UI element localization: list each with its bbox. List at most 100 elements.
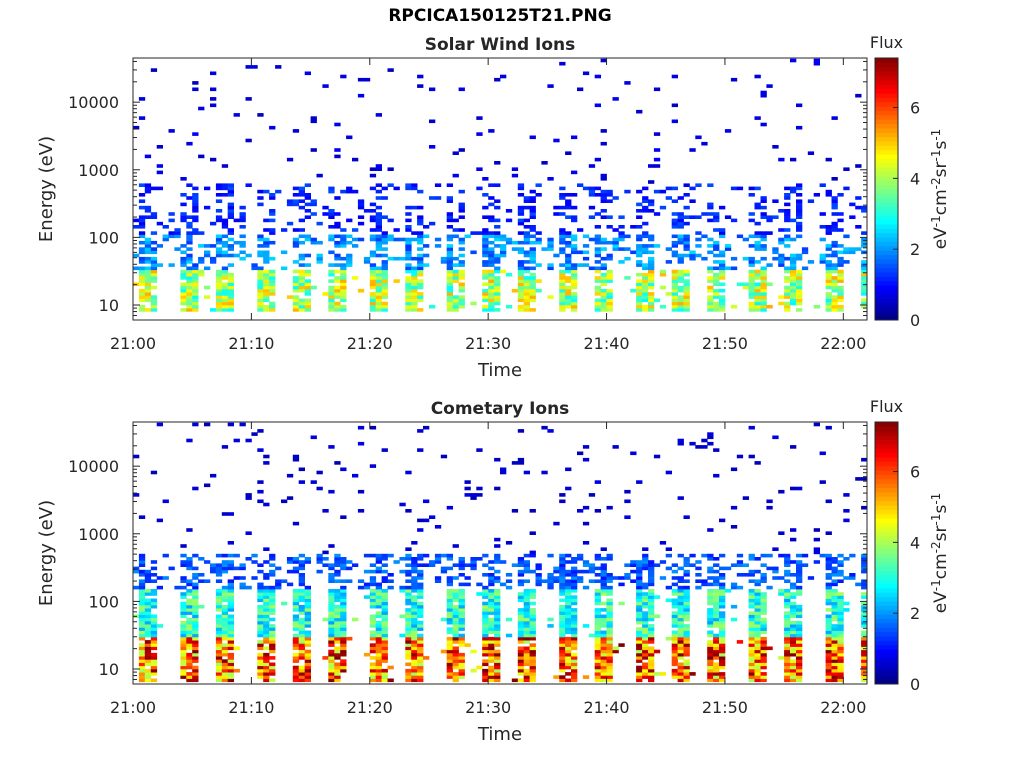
colorbar-segment [875, 306, 898, 312]
heatmap-cell [754, 598, 761, 603]
heatmap-cell [606, 668, 613, 673]
heatmap-cell [861, 662, 868, 667]
heatmap-cell [754, 630, 761, 635]
heatmap-cell [375, 604, 382, 609]
heatmap-cell [790, 266, 797, 271]
heatmap-cell [215, 237, 223, 242]
heatmap-cell [381, 292, 388, 296]
heatmap-cell [257, 595, 264, 599]
colorbar-segment [875, 622, 898, 628]
heatmap-cell [245, 531, 252, 535]
heatmap-cell [150, 212, 158, 216]
heatmap-cell [825, 662, 832, 667]
heatmap-cell [215, 598, 223, 603]
heatmap-cell [606, 643, 613, 647]
heatmap-cell [618, 231, 625, 235]
heatmap-cell [648, 279, 655, 283]
heatmap-cell [624, 247, 631, 251]
heatmap-cell [417, 608, 424, 612]
heatmap-cell [227, 202, 234, 207]
heatmap-cell [352, 189, 359, 194]
heatmap-cell [488, 598, 495, 603]
heatmap-cell [192, 643, 199, 647]
heatmap-cell [517, 678, 525, 683]
heatmap-cell [494, 611, 501, 615]
heatmap-cell [257, 627, 264, 631]
heatmap-cell [221, 630, 229, 635]
heatmap-cell [825, 560, 832, 564]
heatmap-cell [375, 282, 382, 287]
heatmap-cell [138, 630, 146, 635]
heatmap-cell [600, 288, 607, 293]
heatmap-cell [192, 132, 199, 136]
heatmap-cell [730, 304, 738, 309]
heatmap-cell [529, 592, 536, 596]
heatmap-cell [381, 237, 388, 242]
heatmap-cell [357, 221, 365, 226]
x-tick-label: 21:00 [110, 334, 156, 353]
heatmap-cell [488, 665, 495, 670]
heatmap-cell [458, 636, 465, 641]
heatmap-cell [369, 209, 377, 213]
heatmap-cell [588, 493, 596, 497]
heatmap-cell [334, 630, 341, 635]
heatmap-cell [138, 592, 146, 596]
heatmap-cell [458, 560, 465, 564]
heatmap-cell [340, 304, 347, 309]
heatmap-cell [446, 212, 453, 216]
heatmap-cell [263, 308, 270, 312]
heatmap-cell [198, 579, 205, 583]
heatmap-cell [571, 193, 578, 197]
heatmap-cell [559, 566, 566, 571]
heatmap-cell [535, 237, 542, 242]
heatmap-cell [790, 560, 797, 564]
heatmap-cell [796, 560, 803, 564]
heatmap-cell [671, 218, 678, 223]
heatmap-cell [653, 157, 661, 162]
heatmap-cell [452, 640, 459, 644]
heatmap-cell [790, 528, 797, 532]
heatmap-cell [446, 304, 453, 309]
heatmap-cell [707, 649, 714, 654]
heatmap-cell [719, 518, 726, 523]
heatmap-cell [707, 183, 714, 187]
heatmap-cell [837, 668, 844, 673]
heatmap-cell [760, 301, 767, 306]
heatmap-cell [861, 231, 868, 235]
heatmap-cell [192, 617, 199, 622]
heatmap-cell [582, 675, 590, 679]
heatmap-cell [559, 668, 566, 673]
heatmap-cell [677, 295, 684, 299]
heatmap-cell [446, 260, 453, 264]
heatmap-cell [683, 614, 690, 619]
heatmap-cell [748, 668, 755, 673]
heatmap-cell [476, 167, 483, 171]
heatmap-cell [606, 225, 613, 229]
heatmap-cell [150, 627, 158, 631]
heatmap-cell [488, 640, 495, 644]
heatmap-cell [523, 308, 530, 312]
heatmap-cell [796, 592, 803, 596]
heatmap-cell [298, 253, 305, 258]
heatmap-cell [482, 604, 489, 609]
heatmap-cell [825, 598, 832, 603]
heatmap-cell [855, 93, 862, 98]
heatmap-cell [221, 288, 229, 293]
heatmap-cell [192, 582, 199, 587]
heatmap-cell [600, 668, 607, 673]
heatmap-cell [298, 193, 305, 197]
heatmap-cell [517, 263, 525, 267]
heatmap-cell [257, 308, 264, 312]
heatmap-cell [269, 256, 276, 261]
heatmap-cell [340, 228, 347, 232]
heatmap-cell [180, 295, 187, 299]
heatmap-cell [156, 164, 163, 168]
heatmap-cell [340, 234, 347, 239]
heatmap-cell [405, 557, 412, 561]
heatmap-cell [529, 240, 536, 245]
heatmap-cell [730, 218, 738, 223]
heatmap-cell [452, 151, 459, 155]
heatmap-cell [215, 646, 223, 651]
heatmap-cell [150, 301, 158, 306]
heatmap-cell [861, 301, 868, 306]
